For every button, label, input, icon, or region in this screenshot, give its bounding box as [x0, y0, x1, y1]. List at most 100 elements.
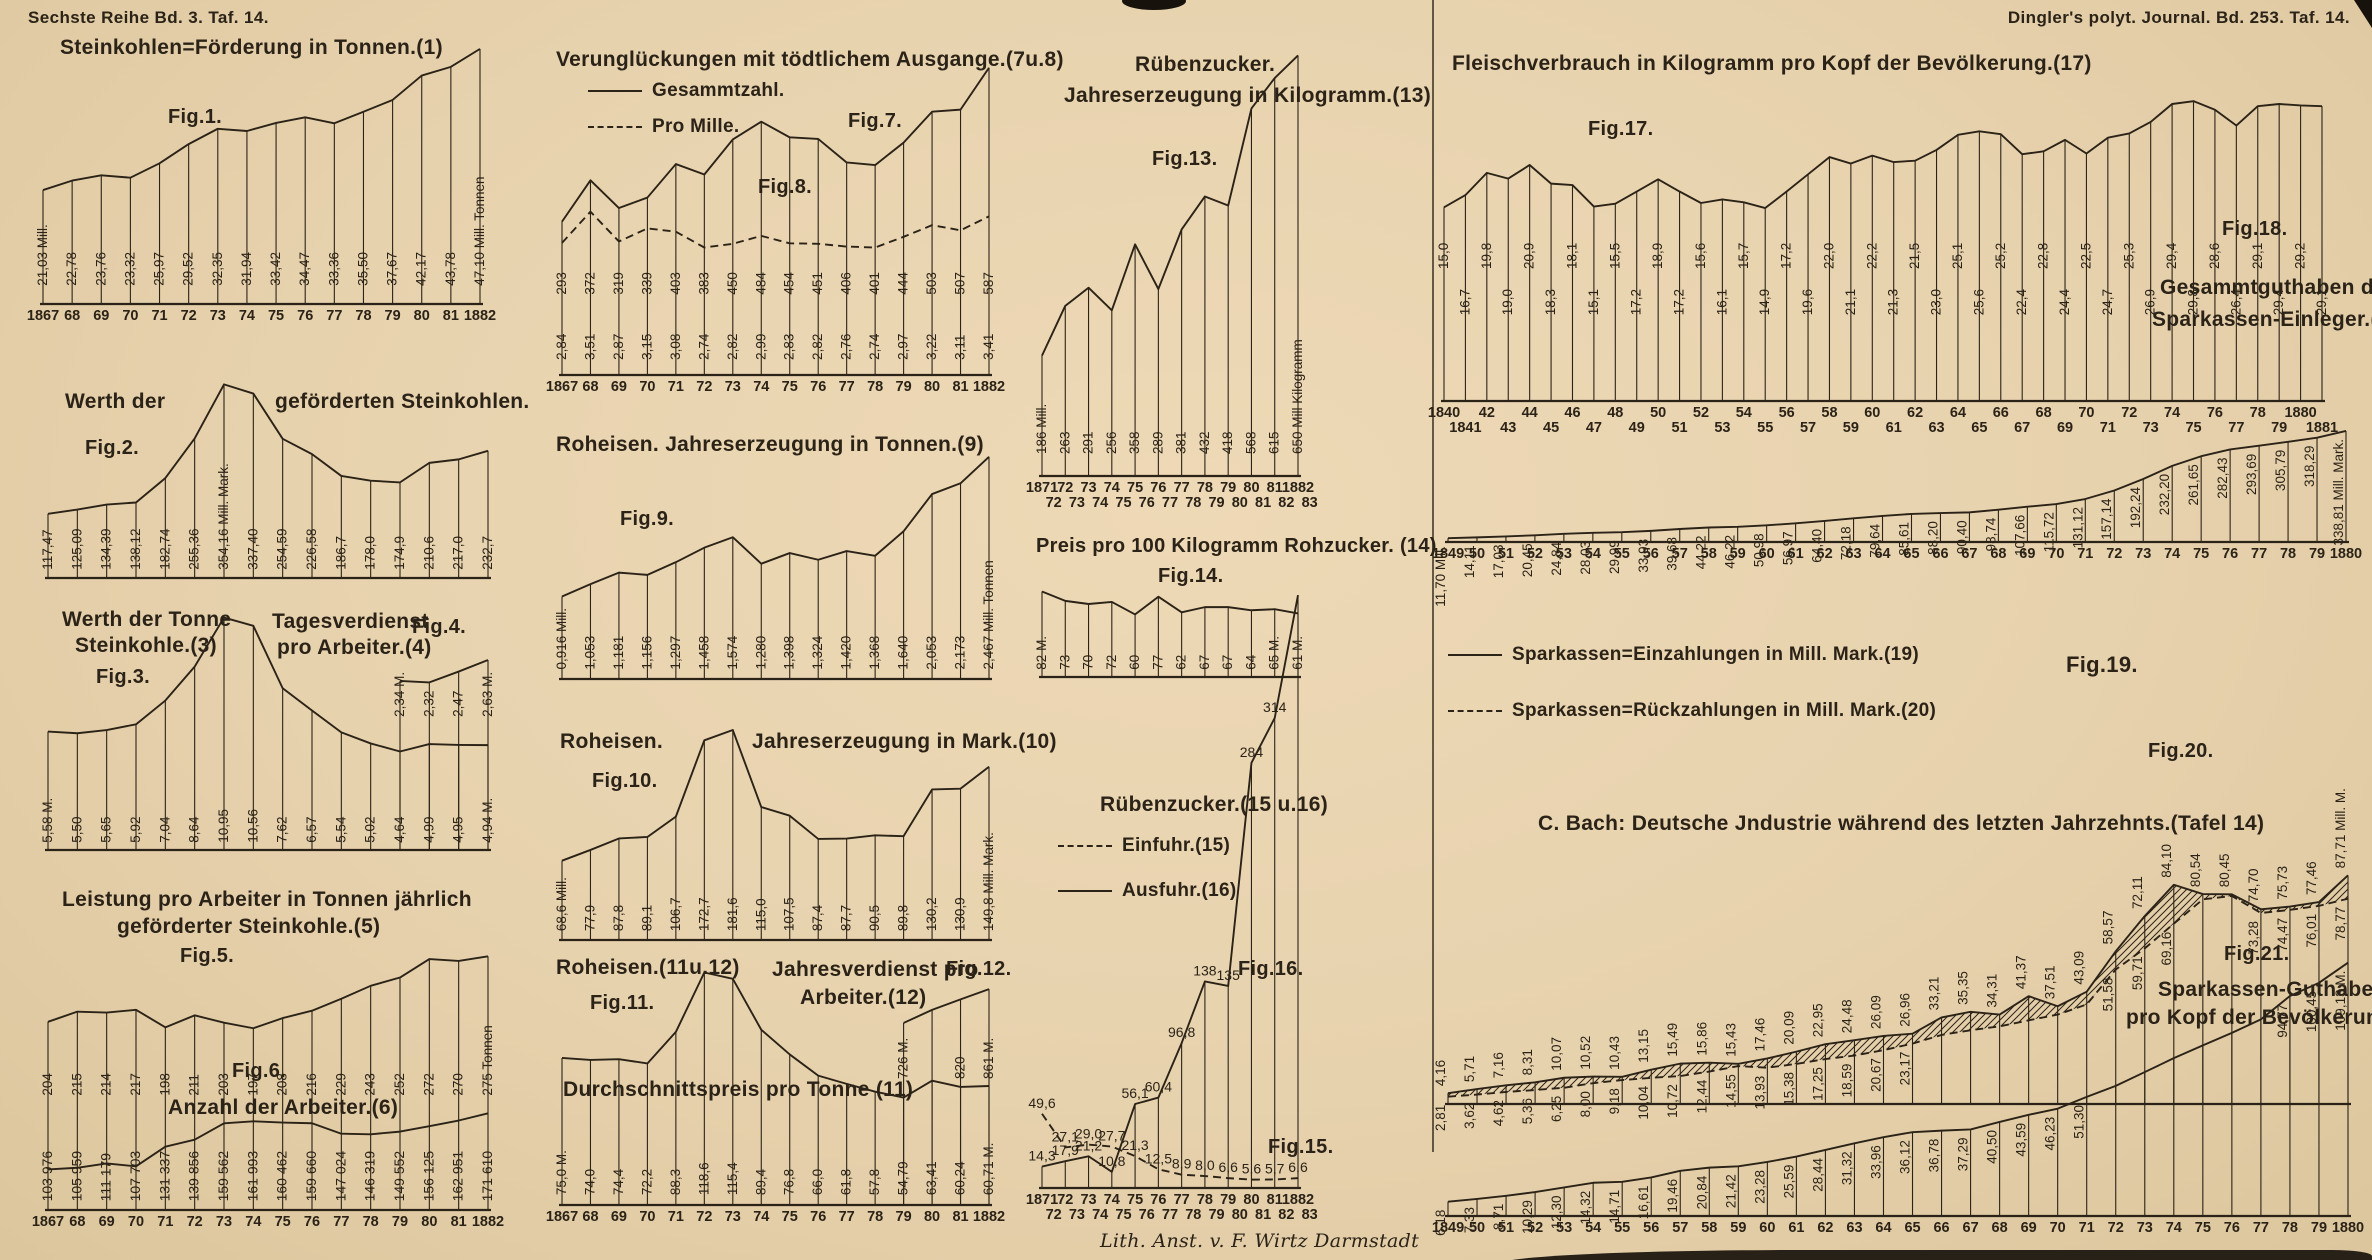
plate-caption-text: C. Bach: Deutsche Jndustrie während des …: [1538, 812, 2265, 835]
fig6-label: Fig.6.: [232, 1060, 286, 1083]
fig13-svg: 186 Mill. 263 291 256 358 289 381 432 418 568 615 6…: [1026, 54, 1318, 511]
svg-text:147 024: 147 024: [332, 1151, 348, 1202]
svg-text:12,30: 12,30: [1549, 1195, 1564, 1229]
svg-text:79: 79: [392, 1214, 408, 1230]
svg-text:71: 71: [151, 308, 167, 324]
svg-text:55: 55: [1614, 1220, 1630, 1236]
svg-text:80: 80: [414, 308, 430, 324]
svg-text:2,32: 2,32: [421, 691, 436, 717]
svg-text:10,95: 10,95: [216, 809, 231, 843]
svg-text:454: 454: [782, 272, 797, 295]
svg-text:77: 77: [1150, 655, 1165, 670]
svg-text:76: 76: [2222, 546, 2238, 562]
svg-text:77: 77: [2228, 420, 2244, 436]
svg-text:149 552: 149 552: [391, 1151, 407, 1202]
svg-text:62: 62: [1174, 655, 1189, 670]
svg-text:61: 61: [1886, 420, 1902, 436]
svg-text:1,368: 1,368: [867, 636, 882, 670]
svg-text:24,7: 24,7: [2100, 289, 2115, 315]
fig15-label: Fig.15.: [1268, 1136, 1333, 1159]
svg-text:83: 83: [1302, 495, 1318, 511]
fig12-label: Fig.12.: [946, 958, 1011, 981]
svg-text:12,44: 12,44: [1694, 1079, 1709, 1113]
svg-text:16,61: 16,61: [1636, 1185, 1651, 1219]
fig11_12-svg: 75,0 M. 74,0 74,4 72,2 88,3 118,6 115,4 89,4 76,…: [546, 971, 1005, 1225]
svg-text:23,32: 23,32: [122, 252, 137, 286]
svg-text:615: 615: [1267, 431, 1282, 454]
svg-text:60: 60: [1759, 546, 1775, 562]
svg-text:66: 66: [1933, 1220, 1949, 1236]
svg-text:217: 217: [128, 1073, 143, 1096]
fig9-title-text: Roheisen. Jahreserzeugung in Tonnen.(9): [556, 433, 984, 456]
fig19-label-text: Fig.19.: [2066, 652, 2138, 677]
svg-text:19,0: 19,0: [1500, 289, 1515, 315]
svg-text:76: 76: [810, 1209, 826, 1225]
svg-text:61,8: 61,8: [839, 1169, 854, 1195]
fig3-title2-text: Steinkohle.(3): [75, 634, 217, 657]
svg-text:25,97: 25,97: [152, 252, 167, 286]
svg-text:171 610: 171 610: [479, 1151, 495, 1202]
fig10-chart: 68,6 Mill. 77,9 87,8 89,1 106,7 172,7 181,6 115…: [548, 690, 1024, 952]
svg-text:1,280: 1,280: [753, 636, 768, 670]
svg-text:72: 72: [1046, 1207, 1062, 1223]
svg-text:1849: 1849: [1432, 1220, 1464, 1236]
svg-text:29,4: 29,4: [2164, 242, 2179, 269]
legend-promille-line-sample: [588, 126, 642, 128]
journal-header: Dingler's polyt. Journal. Bd. 253. Taf. …: [2007, 8, 2350, 27]
svg-text:50: 50: [1469, 1220, 1485, 1236]
svg-text:174,9: 174,9: [392, 536, 407, 570]
svg-text:418: 418: [1220, 431, 1235, 454]
fig18-label-text: Fig.18.: [2222, 218, 2288, 240]
svg-text:107 703: 107 703: [127, 1151, 143, 1202]
svg-text:17,9: 17,9: [1052, 1142, 1079, 1158]
svg-text:1841: 1841: [1449, 420, 1481, 436]
svg-text:28,03: 28,03: [1578, 541, 1593, 575]
svg-text:68: 68: [1990, 546, 2006, 562]
svg-text:2,82: 2,82: [810, 334, 825, 360]
svg-text:8,9: 8,9: [1172, 1156, 1192, 1172]
svg-text:12,5: 12,5: [1145, 1150, 1172, 1166]
svg-text:71: 71: [2077, 546, 2093, 562]
legend-rueckzahlungen-text: Sparkassen=Rückzahlungen in Mill. Mark.(…: [1512, 700, 1937, 721]
svg-text:72: 72: [2106, 546, 2122, 562]
svg-text:2,87: 2,87: [611, 334, 626, 360]
fig10-label: Fig.10.: [592, 770, 657, 793]
svg-text:15,6: 15,6: [1693, 243, 1708, 269]
svg-text:22,8: 22,8: [2036, 243, 2051, 269]
svg-text:2,82: 2,82: [725, 334, 740, 360]
svg-text:79: 79: [896, 379, 912, 395]
svg-text:63: 63: [1928, 420, 1944, 436]
svg-text:44,22: 44,22: [1694, 536, 1709, 570]
svg-text:21,5: 21,5: [1907, 243, 1922, 269]
svg-text:96,8: 96,8: [1168, 1024, 1195, 1040]
fig21-label: Fig.21.: [2224, 943, 2289, 966]
svg-text:70: 70: [122, 308, 138, 324]
svg-text:17,2: 17,2: [1672, 289, 1687, 315]
svg-text:53: 53: [1556, 1220, 1572, 1236]
svg-text:28,44: 28,44: [1810, 1158, 1825, 1192]
fig17-label-text: Fig.17.: [1588, 118, 1654, 140]
svg-text:2,99: 2,99: [753, 334, 768, 360]
fig1516-title-text: Rübenzucker.(15 u.16): [1100, 793, 1329, 816]
svg-text:69: 69: [2057, 420, 2073, 436]
svg-text:24,4: 24,4: [2057, 288, 2072, 315]
svg-text:314: 314: [1263, 699, 1287, 715]
svg-text:39,68: 39,68: [1665, 537, 1680, 571]
svg-text:568: 568: [1243, 431, 1258, 454]
svg-text:69: 69: [611, 1209, 627, 1225]
svg-text:63: 63: [1845, 546, 1861, 562]
svg-text:87,4: 87,4: [810, 904, 825, 931]
fig19-label: Fig.19.: [2066, 652, 2138, 678]
svg-text:293: 293: [554, 272, 569, 295]
svg-text:1882: 1882: [472, 1214, 504, 1230]
svg-text:226,58: 226,58: [304, 529, 319, 570]
svg-text:81: 81: [1255, 495, 1271, 511]
svg-text:55: 55: [1614, 546, 1630, 562]
svg-text:1,458: 1,458: [696, 636, 711, 670]
fig18-title2: Sparkassen-Einleger.(18): [2152, 308, 2372, 332]
svg-text:66: 66: [1932, 546, 1948, 562]
plate-caption: C. Bach: Deutsche Jndustrie während des …: [1538, 812, 2264, 836]
svg-text:358: 358: [1127, 431, 1142, 454]
fig9-chart: 0,916 Mill. 1,053 1,181 1,156 1,297 1,458 1,57…: [548, 405, 1024, 693]
